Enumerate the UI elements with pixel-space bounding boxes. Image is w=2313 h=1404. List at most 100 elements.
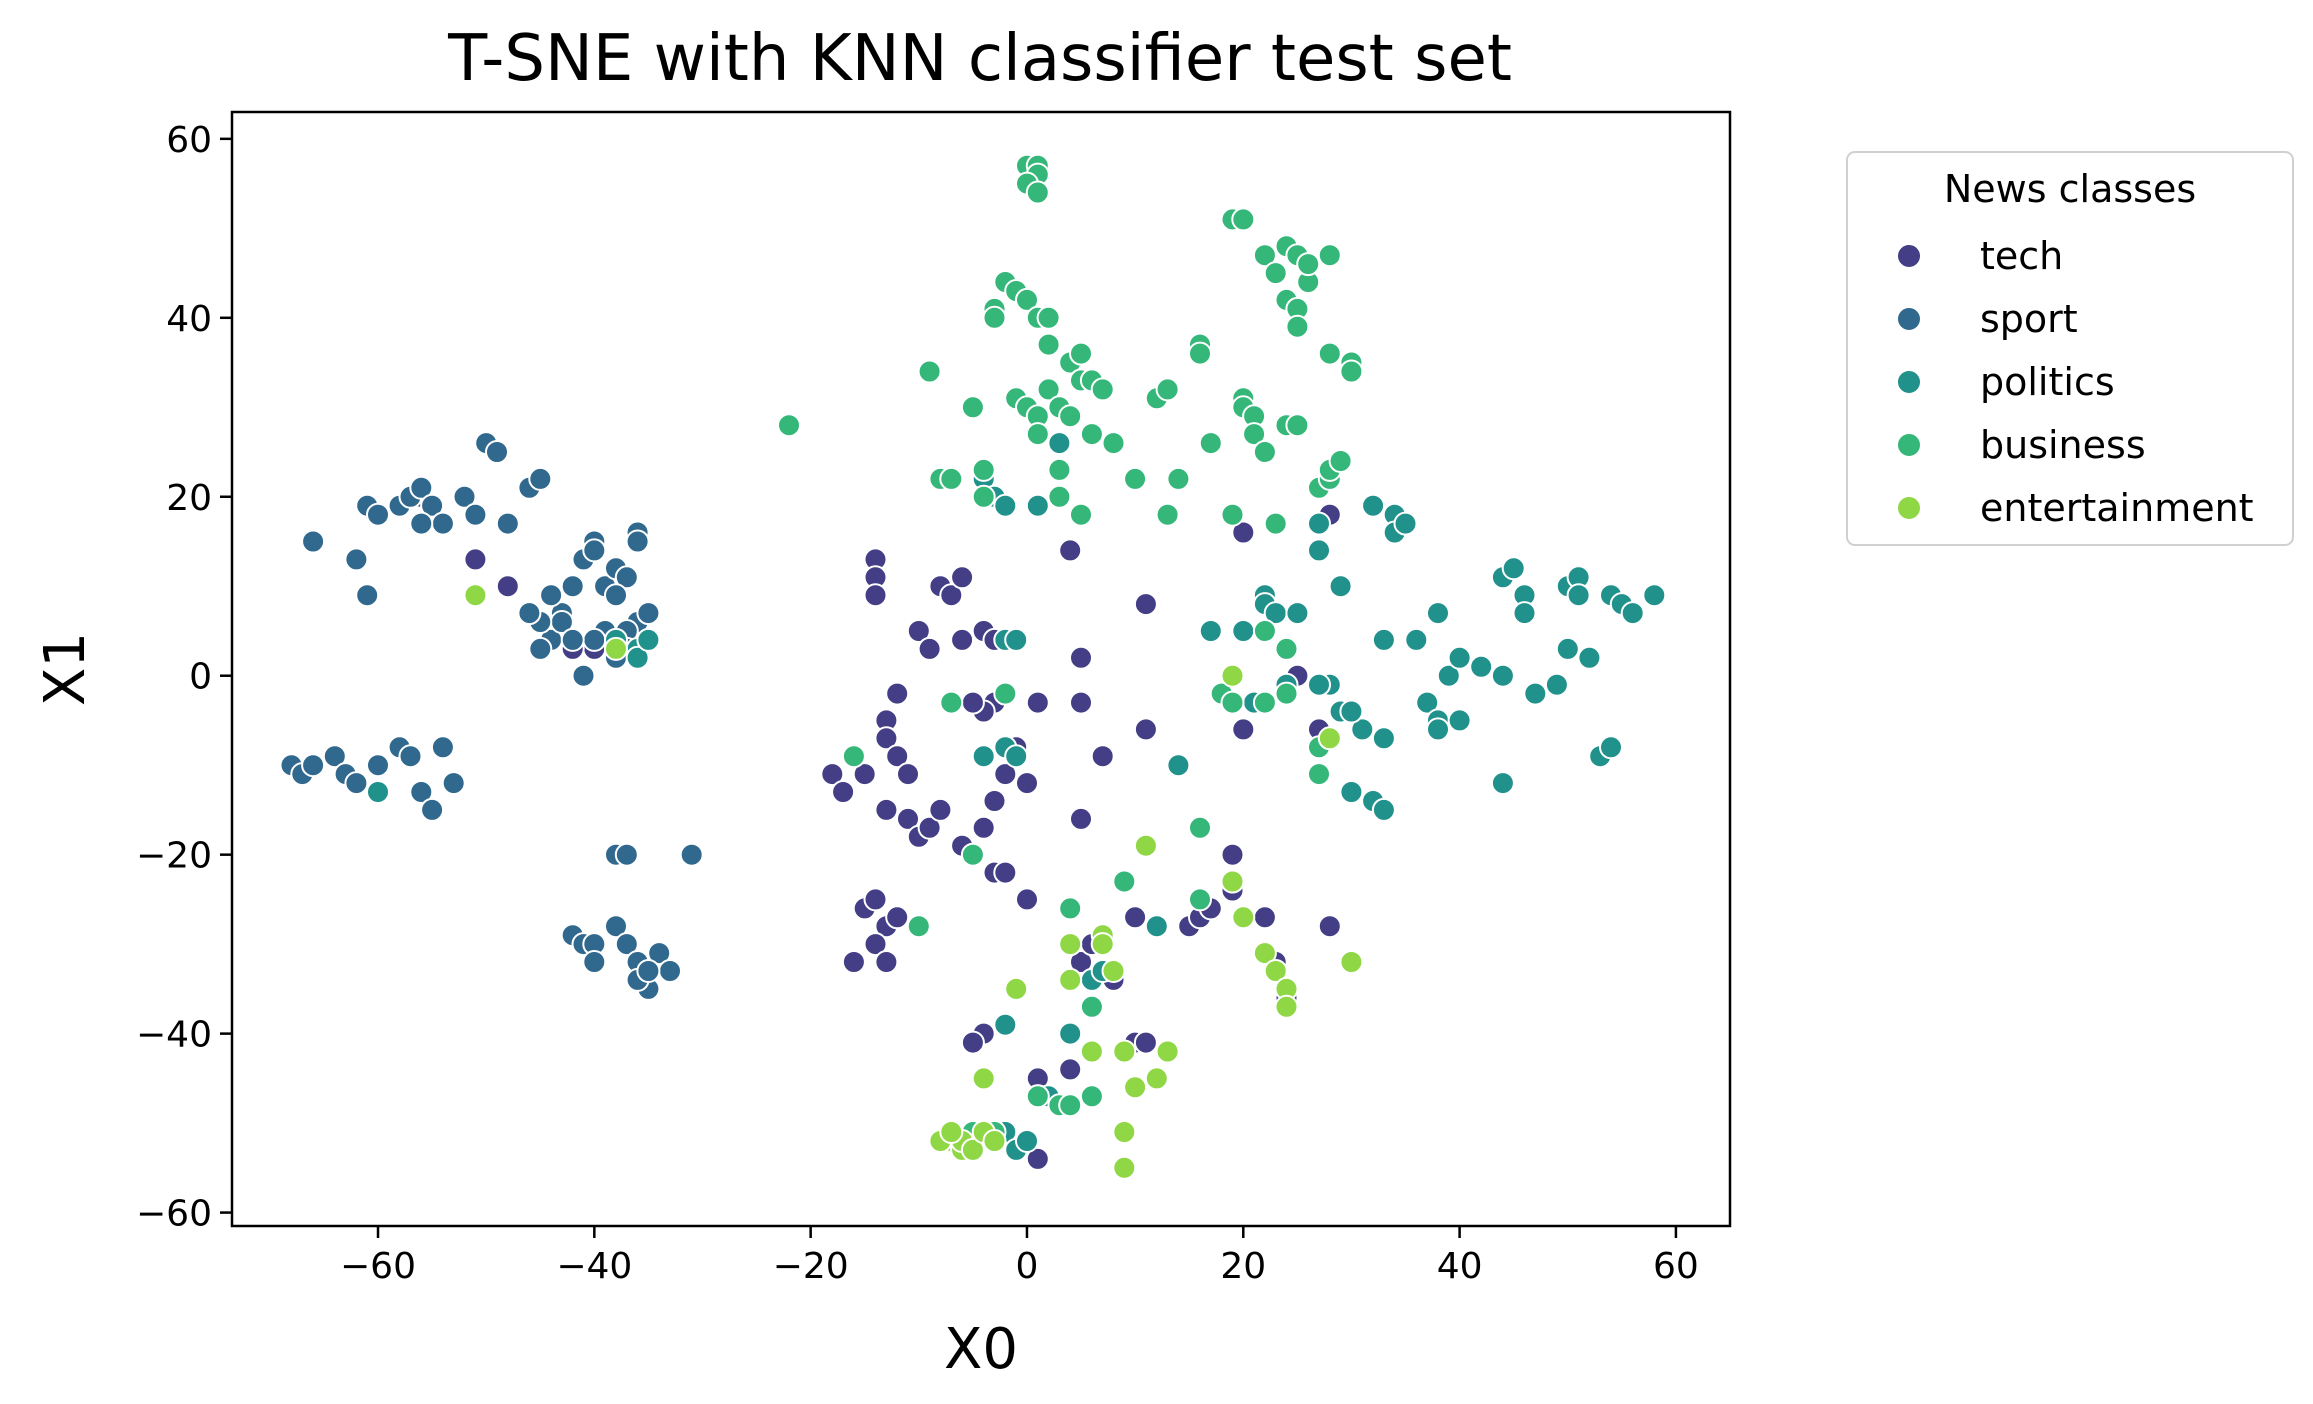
point-sport-65: [614, 932, 639, 957]
point-business-34: [1155, 377, 1180, 402]
point-entertainment-29: [960, 1137, 985, 1162]
point-politics-39: [1426, 601, 1450, 626]
point-politics-25: [1328, 574, 1353, 599]
point-business-82: [1220, 690, 1245, 715]
point-business-32: [1123, 466, 1148, 491]
point-politics-31: [1371, 797, 1396, 822]
point-sport-50: [366, 753, 390, 778]
point-entertainment-22: [1339, 950, 1364, 974]
point-entertainment-23: [1220, 663, 1245, 688]
point-business-25: [1069, 341, 1093, 366]
point-sport-43: [517, 601, 542, 626]
point-entertainment-25: [971, 1066, 996, 1091]
point-business-24: [1058, 404, 1083, 429]
point-tech-24: [960, 690, 985, 715]
point-tech-59: [1069, 950, 1093, 974]
point-tech-53: [874, 950, 899, 974]
point-sport-22: [582, 538, 607, 563]
point-tech-12: [885, 744, 910, 769]
point-politics-29: [1361, 493, 1386, 518]
point-sport-71: [636, 959, 661, 983]
point-entertainment-0: [463, 583, 488, 608]
point-business-22: [1047, 484, 1072, 509]
point-politics-4: [636, 627, 661, 652]
legend-marker-politics: [1896, 369, 1922, 395]
point-politics-32: [1371, 726, 1396, 751]
point-tech-13: [896, 762, 920, 787]
point-tech-27: [993, 762, 1018, 787]
point-politics-65: [1339, 699, 1364, 724]
legend-label-entertainment: entertainment: [1980, 486, 2254, 530]
point-politics-52: [1523, 681, 1548, 706]
x-axis-label: X0: [944, 1317, 1018, 1382]
point-tech-30: [1058, 538, 1083, 563]
point-business-85: [1274, 636, 1299, 661]
point-business-88: [1307, 762, 1331, 787]
point-sport-58: [614, 842, 639, 867]
legend-marker-business: [1896, 432, 1922, 458]
point-entertainment-14: [1144, 1066, 1169, 1091]
point-sport-54: [420, 797, 445, 822]
point-sport-41: [560, 627, 585, 652]
point-entertainment-17: [1252, 941, 1277, 966]
legend-entries: tech sport politics business entertainment: [1896, 234, 2254, 530]
point-business-54: [1285, 413, 1310, 438]
point-business-53: [1285, 314, 1310, 339]
point-sport-6: [420, 493, 445, 518]
point-business-31: [1101, 431, 1126, 456]
point-sport-46: [301, 753, 326, 778]
point-entertainment-4: [1058, 932, 1083, 957]
point-politics-79: [1144, 914, 1169, 939]
point-tech-15: [917, 636, 942, 661]
x-tick-label: −20: [773, 1246, 849, 1287]
point-business-16: [1025, 422, 1050, 447]
legend-marker-tech: [1896, 243, 1922, 269]
point-sport-15: [344, 547, 369, 572]
point-tech-36: [852, 762, 877, 787]
point-tech-32: [1069, 690, 1093, 715]
point-entertainment-24: [1220, 869, 1245, 894]
point-politics-48: [1490, 771, 1515, 796]
point-business-27: [1069, 502, 1093, 527]
point-tech-11: [874, 726, 899, 751]
point-tech-17: [939, 583, 964, 608]
point-politics-33: [1371, 627, 1396, 652]
point-tech-34: [820, 762, 845, 787]
point-business-39: [1198, 431, 1223, 456]
point-tech-63: [1123, 905, 1148, 930]
point-politics-61: [1599, 735, 1623, 760]
point-politics-38: [1415, 690, 1440, 715]
point-business-76: [1058, 896, 1083, 921]
legend-title: News classes: [1944, 167, 2196, 211]
point-business-36: [1166, 466, 1191, 491]
point-politics-49: [1501, 556, 1526, 581]
point-politics-75: [1058, 1021, 1083, 1046]
legend-box: [1846, 151, 2294, 546]
point-entertainment-10: [1112, 1120, 1137, 1144]
point-entertainment-18: [1263, 959, 1288, 983]
point-tech-52: [863, 932, 888, 957]
point-politics-43: [1447, 708, 1472, 733]
point-sport-55: [430, 735, 455, 760]
point-entertainment-2: [1004, 976, 1029, 1001]
point-business-77: [1112, 869, 1137, 894]
point-politics-47: [1490, 663, 1515, 688]
point-tech-40: [917, 815, 942, 840]
point-business-1: [917, 359, 942, 384]
point-business-35: [1155, 502, 1180, 527]
point-tech-55: [960, 1030, 985, 1055]
y-tick-label: 0: [189, 657, 212, 698]
point-tech-26: [1015, 771, 1039, 796]
point-tech-8: [863, 583, 888, 608]
point-politics-15: [1166, 753, 1191, 778]
point-business-93: [1058, 1093, 1083, 1118]
point-tech-48: [863, 887, 888, 912]
point-tech-65: [1133, 1030, 1158, 1055]
point-business-46: [1252, 243, 1277, 268]
point-entertainment-8: [1101, 959, 1126, 983]
point-business-48: [1263, 511, 1288, 536]
legend-marker-sport: [1896, 306, 1922, 332]
point-business-78: [1188, 815, 1212, 840]
point-entertainment-13: [1133, 833, 1158, 858]
